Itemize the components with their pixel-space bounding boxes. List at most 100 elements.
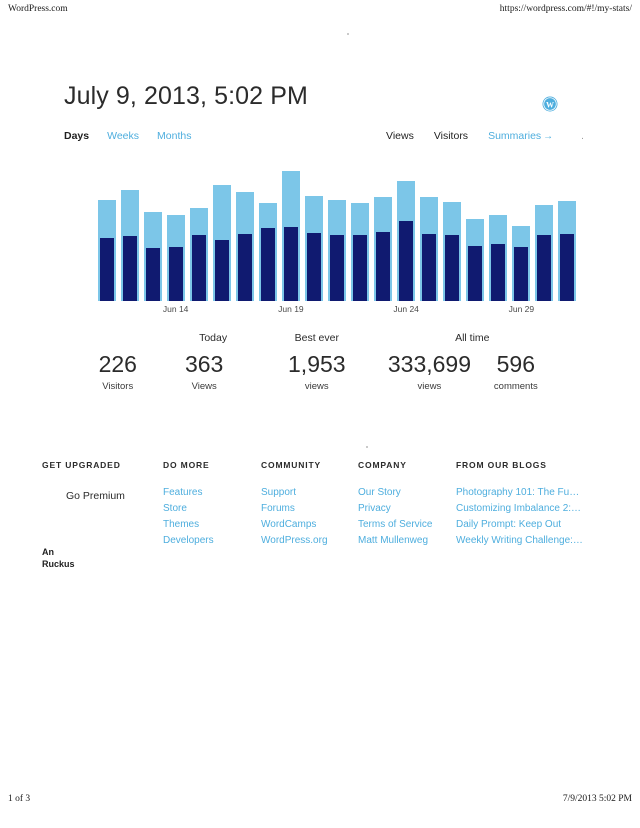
- print-header-url: https://wordpress.com/#!/my-stats/: [499, 4, 632, 14]
- footer-link[interactable]: Terms of Service: [358, 519, 433, 530]
- footer-link[interactable]: WordPress.org: [261, 535, 328, 546]
- footer-link-list: Our Story Privacy Terms of Service Matt Mul…: [358, 487, 432, 546]
- chart-bar-group[interactable]: [351, 168, 370, 301]
- chart-bar-group[interactable]: [397, 168, 416, 301]
- footer-column: FROM OUR BLOGS Photography 101: The Fu… Cu…: [456, 460, 583, 546]
- footer-column-title: COMMUNITY: [261, 460, 322, 470]
- chart-bar-visitors: [214, 239, 229, 301]
- footer-link[interactable]: Customizing Imbalance 2:…: [456, 503, 582, 514]
- summary-stat-caption: Visitors: [102, 381, 134, 392]
- chart-bar-visitors: [537, 235, 552, 301]
- x-axis-tick-label: Jun 19: [278, 304, 304, 314]
- footer-link[interactable]: Support: [261, 487, 297, 498]
- chart-bar-visitors: [260, 228, 275, 301]
- page-title: July 9, 2013, 5:02 PM: [64, 82, 308, 110]
- chart-bar-group[interactable]: [535, 168, 554, 301]
- footer-link[interactable]: WordCamps: [261, 519, 317, 530]
- footer-column: COMMUNITY Support Forums WordCamps WordPress…: [261, 460, 328, 546]
- chart-bar-group[interactable]: [374, 168, 393, 301]
- footer-link[interactable]: Our Story: [358, 487, 401, 498]
- period-tabs: Days Weeks Months: [64, 130, 191, 142]
- chart-bar-group[interactable]: [120, 168, 139, 301]
- x-axis-tick-label: Jun 29: [508, 304, 535, 314]
- tab-summaries-label: Summaries: [488, 130, 542, 142]
- footer-link-list: Support Forums WordCamps WordPress.org: [261, 487, 328, 546]
- view-tabs: Views Visitors Summaries → .: [386, 130, 584, 142]
- chart-bar-group[interactable]: [304, 168, 323, 301]
- chart-bar-group[interactable]: [512, 168, 531, 301]
- summary-stat-caption: comments: [493, 381, 538, 392]
- footer-link-list: Features Store Themes Developers: [163, 487, 214, 546]
- chart-bar-group[interactable]: [235, 168, 254, 301]
- footer-link-list: Photography 101: The Fu… Customizing Imba…: [456, 487, 583, 546]
- chart-bar-group[interactable]: [328, 168, 346, 301]
- chart-bar-group[interactable]: [212, 168, 231, 301]
- print-header-site: WordPress.com: [8, 4, 68, 14]
- chart-bar-group[interactable]: [489, 168, 508, 301]
- footer-link[interactable]: Themes: [163, 519, 200, 530]
- chart-bar-visitors: [168, 246, 183, 301]
- footer-link[interactable]: Weekly Writing Challenge:…: [456, 535, 583, 546]
- tab-visitors[interactable]: Visitors: [433, 130, 469, 142]
- chart-plot-area[interactable]: [95, 168, 579, 301]
- svg-text:W: W: [546, 100, 554, 109]
- tab-months[interactable]: Months: [157, 130, 192, 142]
- chart-bar-visitors: [99, 238, 114, 301]
- print-footer-timestamp: 7/9/2013 5:02 PM: [562, 794, 632, 804]
- chart-bar-visitors: [376, 232, 391, 301]
- summary-stat-value: 333,699: [387, 351, 472, 377]
- chart-bar-visitors: [399, 220, 414, 301]
- stats-header: July 9, 2013, 5:02 PM W: [0, 60, 640, 130]
- tab-weeks[interactable]: Weeks: [107, 130, 140, 142]
- chart-bar-visitors: [145, 248, 160, 301]
- footer-link[interactable]: Features: [163, 487, 203, 498]
- page-speck: [366, 446, 368, 448]
- go-premium-button[interactable]: Go Premium: [66, 490, 125, 502]
- tab-days[interactable]: Days: [64, 130, 90, 142]
- footer-column: DO MORE Features Store Themes Developers: [163, 460, 214, 546]
- footer-link[interactable]: Daily Prompt: Keep Out: [456, 519, 562, 530]
- summary-group-label: All time: [455, 332, 490, 344]
- chart-bar-visitors: [191, 234, 206, 301]
- chart-bar-visitors: [560, 233, 575, 301]
- footer-link[interactable]: Photography 101: The Fu…: [456, 487, 580, 498]
- footer-column-title: DO MORE: [163, 460, 210, 470]
- stats-page: July 9, 2013, 5:02 PM W Days Weeks Month…: [0, 60, 640, 580]
- tab-summaries[interactable]: Summaries →: [488, 130, 553, 142]
- footer-brand-line1: An: [42, 547, 54, 557]
- chart-bar-group[interactable]: [466, 168, 485, 301]
- tab-views[interactable]: Views: [386, 130, 414, 142]
- summary-stat: 333,699 views: [388, 350, 471, 394]
- chart-bar-group[interactable]: [189, 168, 208, 301]
- footer-link[interactable]: Forums: [261, 503, 295, 514]
- chart-bar-visitors: [306, 232, 321, 301]
- page-speck: [347, 33, 349, 35]
- chart-bar-visitors: [353, 234, 368, 301]
- chart-bar-group[interactable]: [166, 168, 185, 301]
- summary-stat: 363 Views: [185, 350, 223, 394]
- summary-stat-caption: Views: [191, 381, 217, 392]
- footer-link[interactable]: Store: [163, 503, 187, 514]
- chart-bar-group[interactable]: [443, 168, 462, 301]
- footer-link[interactable]: Developers: [163, 535, 214, 546]
- arrow-right-icon: →: [543, 131, 554, 142]
- chart-bar-group[interactable]: [258, 168, 277, 301]
- footer-brand-text: An Ruckus: [42, 546, 75, 570]
- footer-link[interactable]: Privacy: [358, 503, 391, 514]
- chart-bar-group[interactable]: [281, 168, 300, 301]
- wordpress-logo-icon[interactable]: W: [542, 96, 558, 112]
- chart-bar-group[interactable]: [97, 168, 116, 301]
- site-footer-links: GET UPGRADED Go Premium An Ruckus DO MORE Fea…: [0, 460, 640, 580]
- footer-link[interactable]: Matt Mullenweg: [358, 535, 429, 546]
- print-footer-page: 1 of 3: [8, 794, 31, 804]
- chart-bar-group[interactable]: [420, 168, 439, 301]
- summary-group-label: Today: [199, 332, 228, 344]
- summary-stat-value: 596: [496, 351, 536, 377]
- summary-stats: Today Best ever All time 226 Visitors 363 View…: [0, 332, 640, 404]
- x-axis-tick-label: Jun 14: [162, 304, 189, 314]
- stats-chart: Jun 14 Jun 19 Jun 24 Jun 29: [0, 168, 640, 318]
- summary-stat: 596 comments: [494, 350, 538, 394]
- chart-bar-group[interactable]: [143, 168, 162, 301]
- footer-brand-line2: Ruckus: [42, 559, 75, 569]
- chart-bar-group[interactable]: [558, 168, 577, 301]
